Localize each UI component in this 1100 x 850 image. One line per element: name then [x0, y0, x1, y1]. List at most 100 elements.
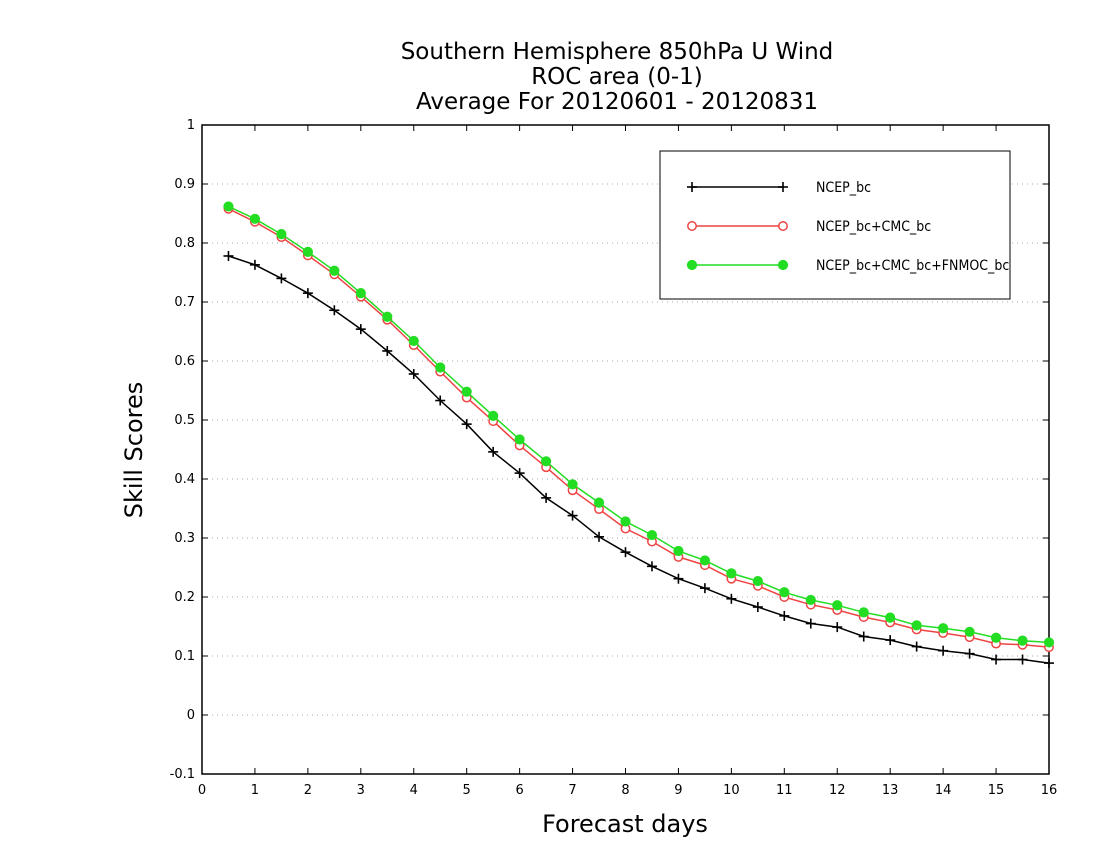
- x-tick-label: 13: [882, 783, 899, 798]
- data-point: [620, 516, 631, 527]
- legend-marker: [687, 182, 697, 192]
- data-point: [673, 545, 684, 557]
- x-tick-label: 15: [988, 783, 1005, 798]
- data-point: [329, 265, 340, 276]
- data-point: [726, 568, 737, 579]
- data-point: [620, 547, 631, 558]
- data-point: [435, 362, 446, 373]
- y-tick-label: 0.8: [174, 236, 195, 251]
- data-point: [435, 395, 446, 406]
- x-tick-label: 12: [829, 783, 846, 798]
- y-tick-label: -0.1: [170, 767, 195, 782]
- data-point: [382, 311, 393, 322]
- legend-marker: [778, 182, 788, 192]
- y-tick-label: 0.1: [174, 649, 195, 664]
- data-point: [302, 246, 313, 257]
- data-point: [885, 612, 896, 623]
- data-point: [752, 575, 763, 587]
- x-tick-label: 4: [410, 783, 418, 798]
- chart-title: Southern Hemisphere 850hPa U Wind ROC ar…: [401, 39, 834, 115]
- legend-entry: NCEP_bc+CMC_bc: [687, 219, 931, 235]
- data-point: [885, 635, 896, 646]
- data-point: [964, 648, 975, 659]
- data-point: [805, 594, 816, 606]
- data-point: [646, 529, 658, 541]
- chart-title-line-3: Average For 20120601 - 20120831: [416, 89, 818, 115]
- legend-marker: [687, 221, 697, 231]
- x-tick-label: 0: [198, 783, 206, 798]
- data-point: [911, 641, 922, 652]
- data-point: [726, 593, 737, 604]
- x-tick-label: 3: [357, 783, 365, 798]
- x-tick-label: 7: [568, 783, 576, 798]
- data-point: [938, 623, 949, 634]
- data-point: [488, 410, 499, 421]
- series-1: [223, 250, 1054, 669]
- data-point: [567, 479, 578, 490]
- data-point: [540, 456, 552, 467]
- legend-marker: [686, 259, 698, 271]
- data-point: [1044, 658, 1054, 669]
- data-point: [541, 492, 552, 503]
- data-point: [488, 446, 499, 457]
- y-axis-title: Skill Scores: [120, 382, 148, 519]
- y-tick-label: 0.9: [174, 177, 195, 192]
- data-point: [911, 620, 922, 631]
- data-point: [223, 250, 234, 261]
- y-tick-label: 0.5: [174, 413, 195, 428]
- y-tick-label: 0.3: [174, 531, 195, 546]
- data-point: [832, 600, 843, 611]
- data-point: [1043, 637, 1055, 648]
- y-tick-label: 0.7: [174, 295, 195, 310]
- x-tick-label: 11: [776, 783, 793, 798]
- data-point: [1017, 635, 1028, 646]
- data-point: [964, 626, 975, 637]
- legend-entry: NCEP_bc: [687, 180, 871, 196]
- data-point: [276, 273, 287, 284]
- data-point: [990, 632, 1002, 643]
- axis-ticks: -0.100.10.20.30.40.50.60.70.80.910 1 2 3 4 5 6…: [170, 118, 1058, 798]
- data-point: [382, 345, 393, 356]
- data-point: [461, 419, 472, 430]
- data-point: [355, 288, 366, 299]
- data-point: [461, 386, 472, 397]
- data-point: [408, 368, 419, 379]
- x-tick-label: 1: [251, 783, 259, 798]
- series-3: [223, 201, 1055, 648]
- data-point: [514, 468, 525, 479]
- chart-title-line-2: ROC area (0-1): [531, 64, 703, 90]
- data-point: [646, 561, 657, 572]
- legend-label: NCEP_bc+CMC_bc: [816, 219, 931, 235]
- data-point: [249, 259, 260, 270]
- legend-label: NCEP_bc+CMC_bc+FNMOC_bc: [816, 258, 1009, 274]
- data-point: [752, 602, 763, 613]
- data-point: [593, 497, 605, 508]
- legend-label: NCEP_bc: [816, 180, 871, 196]
- data-point: [276, 229, 287, 240]
- legend-marker: [778, 221, 788, 231]
- data-point: [858, 631, 869, 642]
- x-tick-label: 8: [621, 783, 629, 798]
- data-point: [991, 654, 1002, 665]
- data-point: [938, 645, 949, 656]
- data-point: [302, 288, 313, 299]
- chart-title-line-1: Southern Hemisphere 850hPa U Wind: [401, 39, 834, 65]
- data-point: [858, 607, 869, 618]
- data-point: [1017, 654, 1028, 665]
- data-point: [699, 555, 711, 566]
- y-tick-label: 0.6: [174, 354, 195, 369]
- legend: NCEP_bc NCEP_bc+CMC_bc NCEP_bc+CMC_bc+FNMO…: [659, 150, 1011, 300]
- x-tick-label: 9: [674, 783, 682, 798]
- data-point: [329, 305, 340, 316]
- data-point: [567, 510, 578, 521]
- x-tick-label: 5: [463, 783, 471, 798]
- legend-marker: [777, 259, 789, 271]
- y-tick-label: 0.2: [174, 590, 195, 605]
- data-point: [223, 201, 234, 212]
- x-tick-label: 14: [935, 783, 952, 798]
- data-point: [779, 587, 790, 598]
- data-point: [673, 573, 684, 584]
- x-tick-label: 16: [1041, 783, 1058, 798]
- y-tick-label: 0: [187, 708, 195, 723]
